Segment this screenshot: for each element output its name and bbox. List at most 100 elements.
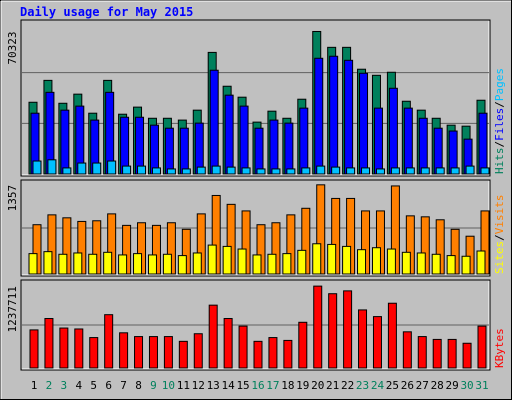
legend: KBytes [493, 328, 506, 368]
legend-entry: Sites [493, 241, 506, 274]
bar [239, 105, 249, 175]
x-tick-label: 2 [46, 379, 53, 392]
bar [119, 332, 129, 369]
x-tick-label: 6 [105, 379, 112, 392]
bar [120, 116, 130, 175]
bar [346, 167, 356, 175]
bar [73, 252, 83, 275]
bar [256, 168, 266, 175]
x-tick-label: 20 [311, 379, 324, 392]
bar [88, 253, 98, 275]
bar [372, 316, 382, 369]
y-tick-label: 70323 [6, 31, 19, 64]
bar [137, 165, 147, 175]
bar [401, 251, 411, 275]
bar [371, 247, 381, 275]
bar [43, 251, 53, 275]
bar [166, 168, 176, 175]
bar [269, 119, 279, 175]
bar [465, 165, 475, 175]
x-tick-label: 4 [75, 379, 82, 392]
x-tick-label: 9 [150, 379, 157, 392]
bar [223, 318, 233, 369]
bar [313, 285, 323, 369]
legend-entry: KBytes [493, 328, 506, 368]
bar [361, 167, 371, 175]
bar [252, 254, 262, 275]
bar [435, 167, 445, 175]
bar [405, 167, 415, 175]
x-tick-label: 12 [192, 379, 205, 392]
bar [211, 165, 221, 175]
y-tick-label: 1357 [6, 185, 19, 212]
bar [431, 253, 441, 275]
bar [433, 127, 443, 175]
bar [237, 248, 247, 275]
legend: Sites/Visits [493, 195, 506, 275]
x-tick-label: 30 [460, 379, 473, 392]
bar [331, 166, 341, 175]
bar [480, 167, 490, 175]
bar [284, 122, 294, 175]
x-tick-label: 16 [251, 379, 264, 392]
bar [135, 116, 145, 175]
bar [286, 168, 296, 175]
bar [462, 342, 472, 369]
x-tick-label: 21 [326, 379, 339, 392]
bar [47, 159, 57, 175]
bar [60, 109, 70, 175]
bar [357, 249, 367, 275]
bar [107, 160, 117, 175]
bar [416, 252, 426, 275]
bar [297, 249, 307, 275]
bar [207, 244, 217, 275]
bar [342, 245, 352, 275]
bar [388, 87, 398, 175]
bar [241, 167, 251, 175]
bar [253, 340, 263, 369]
bar [387, 302, 397, 369]
x-tick-label: 17 [266, 379, 279, 392]
bar [222, 245, 232, 275]
legend-entry: Pages [493, 68, 506, 101]
bar [298, 321, 308, 369]
bar [402, 331, 412, 369]
bar [89, 337, 99, 369]
bar [420, 167, 430, 175]
bar [301, 167, 311, 175]
bar [344, 59, 354, 175]
bar [432, 338, 442, 369]
bar [418, 117, 428, 175]
bar [314, 57, 324, 175]
bar [32, 160, 42, 175]
bar [226, 166, 236, 175]
bar [147, 254, 157, 275]
bar [192, 252, 202, 275]
bar [208, 304, 218, 369]
x-tick-label: 11 [177, 379, 190, 392]
x-tick-label: 14 [222, 379, 236, 392]
bar [358, 309, 368, 369]
bar [133, 253, 143, 275]
bar [328, 293, 338, 369]
bar [177, 255, 187, 275]
x-tick-label: 19 [296, 379, 309, 392]
bar [151, 167, 161, 175]
bar [58, 253, 68, 275]
bar [238, 325, 248, 369]
x-tick-label: 31 [475, 379, 488, 392]
bar [316, 165, 326, 175]
x-tick-label: 3 [61, 379, 68, 392]
bar [92, 162, 102, 175]
bar [386, 248, 396, 275]
x-tick-label: 13 [207, 379, 220, 392]
bar [196, 166, 206, 175]
x-tick-label: 22 [341, 379, 354, 392]
x-tick-label: 25 [386, 379, 399, 392]
bar [375, 168, 385, 175]
bar [224, 94, 234, 175]
bar [312, 243, 322, 275]
chart-title: Daily usage for May 2015 [20, 5, 193, 19]
x-tick-label: 24 [371, 379, 385, 392]
